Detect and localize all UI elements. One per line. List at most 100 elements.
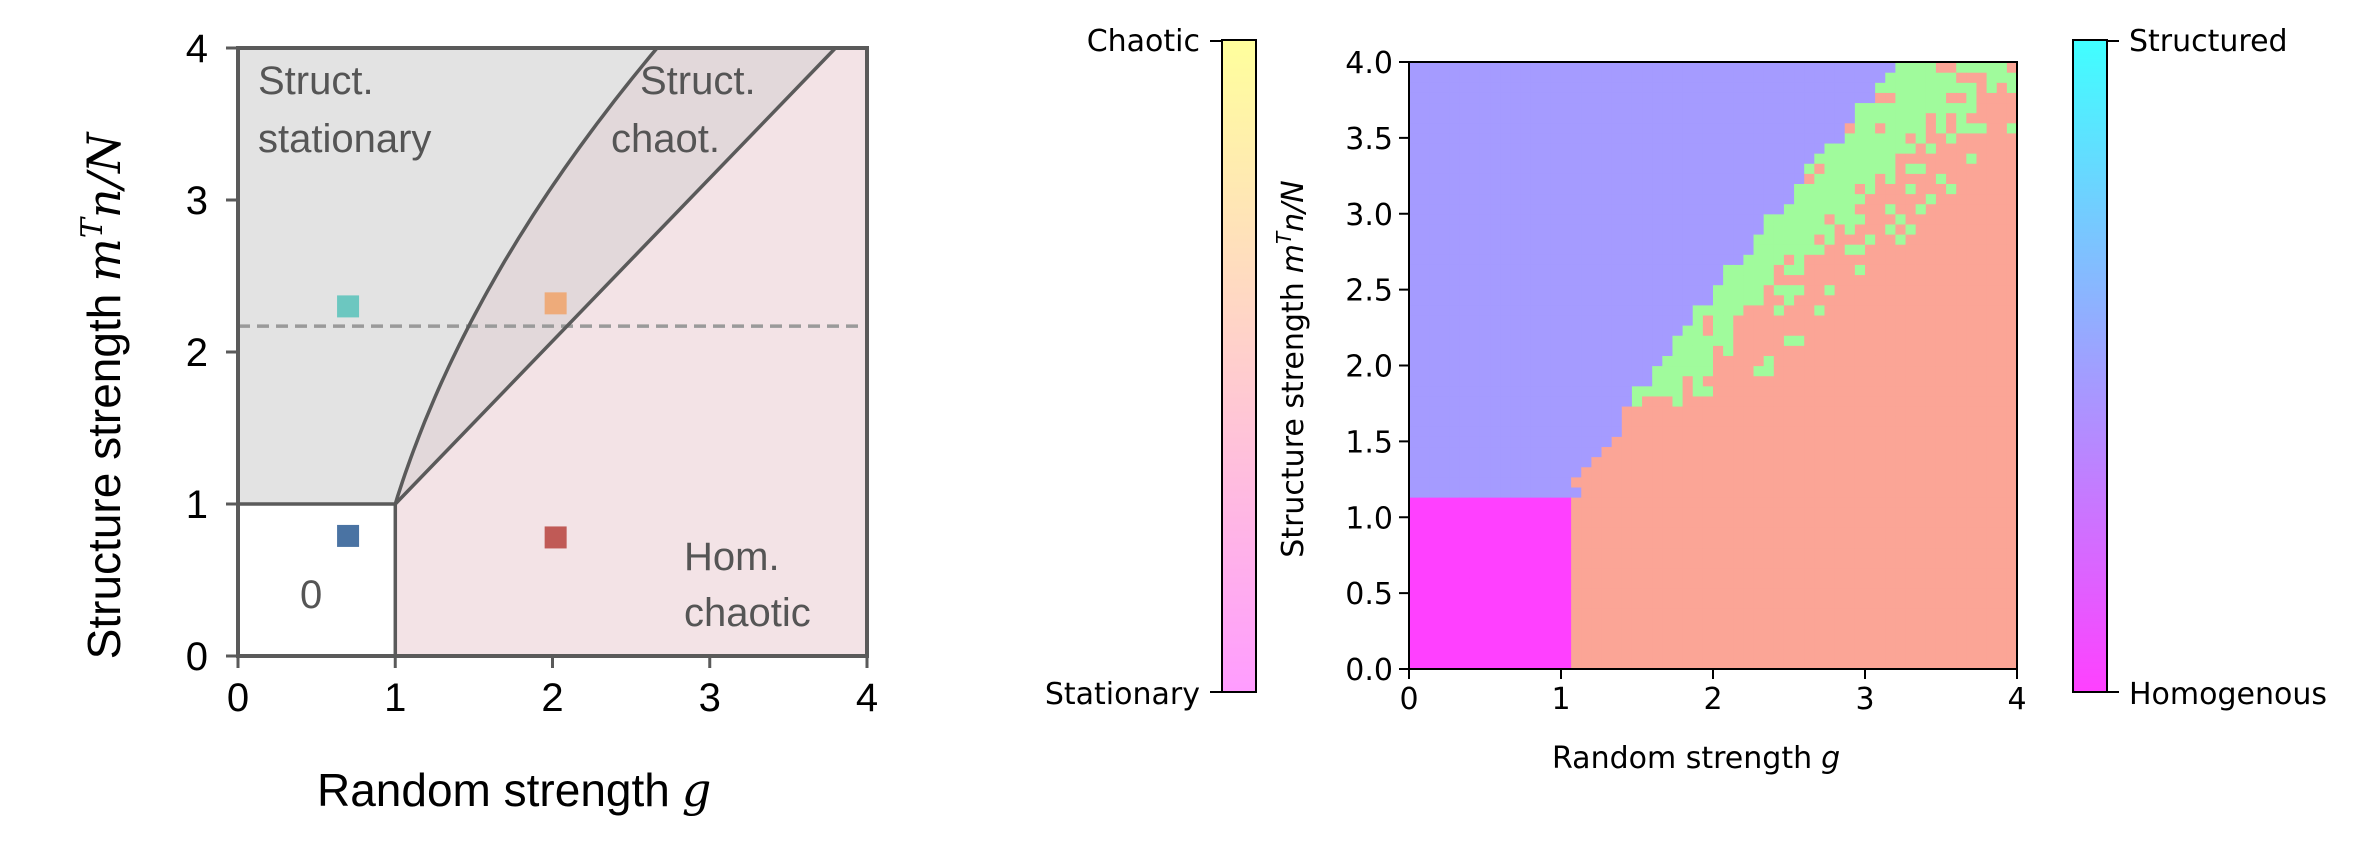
heatmap-cell (1783, 163, 1795, 174)
heatmap-cell (1601, 173, 1613, 184)
heatmap-cell (1946, 446, 1957, 458)
heatmap-cell (1611, 588, 1623, 599)
heatmap-cell (1469, 476, 1481, 488)
heatmap-cell (1753, 102, 1765, 114)
heatmap-y-tick-label: 3.5 (1345, 122, 1393, 157)
heatmap-cell (1875, 517, 1886, 528)
heatmap-cell (1550, 92, 1562, 104)
heatmap-cell (1550, 233, 1562, 245)
heatmap-cell (1986, 456, 1998, 468)
heatmap-cell (1469, 547, 1481, 559)
heatmap-cell (1490, 314, 1501, 326)
heatmap-cell (1561, 456, 1572, 468)
marker-1 (544, 292, 567, 315)
heatmap-cell (1854, 466, 1866, 478)
heatmap-cell (1976, 426, 1988, 437)
heatmap-cell (1500, 507, 1511, 518)
heatmap-cell (1490, 486, 1501, 498)
heatmap-cell (1895, 203, 1907, 215)
heatmap-cell (1682, 527, 1694, 539)
heatmap-cell (1621, 497, 1633, 508)
heatmap-cell (1672, 62, 1684, 73)
heatmap-cell (1490, 476, 1501, 488)
heatmap-cell (1611, 547, 1623, 559)
heatmap-cell (1459, 254, 1471, 265)
heatmap-cell (1895, 648, 1907, 660)
heatmap-cell (1905, 173, 1917, 184)
heatmap-cell (1409, 233, 1420, 245)
heatmap-cell (1601, 628, 1613, 640)
heatmap-cell (1743, 274, 1755, 286)
heatmap-cell (1895, 233, 1907, 245)
heatmap-cell (1804, 274, 1815, 286)
heatmap-cell (1642, 314, 1653, 326)
heatmap-cell (1469, 173, 1481, 184)
heatmap-cell (1956, 193, 1967, 205)
heatmap-cell (1966, 233, 1978, 245)
heatmap-cell (1642, 223, 1653, 235)
heatmap-cell (1733, 203, 1744, 215)
heatmap-cell (1540, 142, 1552, 154)
heatmap-cell (1905, 405, 1917, 417)
heatmap-cell (1915, 254, 1927, 265)
heatmap-cell (1581, 153, 1592, 164)
heatmap-cell (1631, 193, 1643, 205)
heatmap-cell (1996, 274, 2008, 286)
heatmap-cell (1429, 517, 1440, 528)
heatmap-cell (1662, 132, 1674, 144)
heatmap-cell (1702, 598, 1714, 609)
heatmap-cell (1611, 557, 1623, 569)
heatmap-cell (1713, 628, 1724, 640)
heatmap-cell (1652, 567, 1663, 579)
region-label-struct-stationary-line1: Struct. (258, 59, 374, 103)
heatmap-cell (1783, 497, 1795, 508)
heatmap-cell (1550, 203, 1562, 215)
heatmap-cell (1996, 486, 2008, 498)
heatmap-cell (1824, 456, 1836, 468)
heatmap-cell (1520, 608, 1532, 620)
heatmap-cell (1520, 325, 1532, 336)
heatmap-cell (1773, 345, 1785, 356)
heatmap-cell (1490, 223, 1501, 235)
heatmap-cell (1520, 163, 1532, 174)
heatmap-cell (1459, 567, 1471, 579)
heatmap-cell (1865, 446, 1876, 458)
heatmap-cell (1875, 456, 1886, 468)
heatmap-cell (1642, 385, 1653, 397)
heatmap-cell (1702, 304, 1714, 316)
heatmap-cell (1875, 446, 1886, 458)
heatmap-cell (1611, 446, 1623, 458)
heatmap-cell (1591, 577, 1603, 589)
heatmap-cell (1621, 335, 1633, 346)
heatmap-cell (1631, 335, 1643, 346)
heatmap-cell (1763, 395, 1775, 407)
heatmap-cell (1469, 416, 1481, 427)
heatmap-cell (1905, 658, 1917, 670)
heatmap-cell (1865, 416, 1876, 427)
heatmap-cell (1682, 608, 1694, 620)
heatmap-cell (1429, 436, 1440, 448)
heatmap-cell (1490, 628, 1501, 640)
heatmap-cell (1915, 497, 1927, 508)
heatmap-cell (1692, 142, 1704, 154)
heatmap-cell (1885, 375, 1896, 387)
heatmap-cell (1824, 497, 1836, 508)
heatmap-cell (1834, 598, 1846, 609)
heatmap-cell (1824, 193, 1836, 205)
heatmap-cell (1449, 648, 1461, 660)
heatmap-cell (1409, 608, 1420, 620)
heatmap-cell (1743, 244, 1755, 255)
heatmap-cell (1611, 476, 1623, 488)
heatmap-cell (1409, 507, 1420, 518)
heatmap-cell (1500, 618, 1511, 630)
heatmap-cell (1479, 82, 1491, 93)
heatmap-cell (1986, 426, 1998, 437)
heatmap-cell (1996, 577, 2008, 589)
heatmap-cell (1500, 598, 1511, 609)
heatmap-cell (1834, 638, 1846, 650)
heatmap-cell (1469, 264, 1481, 276)
heatmap-cell (1540, 223, 1552, 235)
heatmap-cell (1925, 183, 1937, 195)
heatmap-cell (1773, 426, 1785, 437)
heatmap-cell (1409, 497, 1420, 508)
